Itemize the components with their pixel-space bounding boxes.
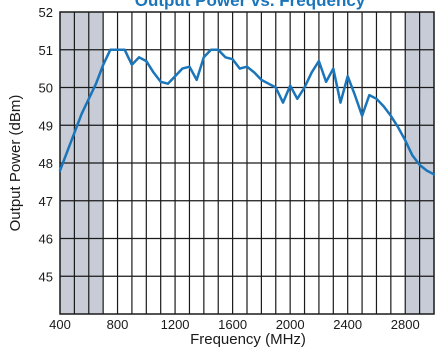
y-tick-label: 52: [39, 5, 53, 20]
x-tick-label: 400: [49, 317, 71, 332]
y-tick-label: 48: [39, 156, 53, 171]
chart-title: Output Power vs. Frequency: [135, 0, 366, 10]
y-tick-label: 50: [39, 81, 53, 96]
x-axis-label: Frequency (MHz): [190, 331, 306, 347]
x-tick-label: 1600: [218, 317, 247, 332]
x-tick-label: 2400: [333, 317, 362, 332]
x-tick-label: 1200: [161, 317, 190, 332]
y-tick-labels: 45 46 47 48 49 50 51 52: [39, 5, 53, 284]
y-tick-label: 51: [39, 43, 53, 58]
series-line-0: [58, 48, 435, 176]
x-tick-label: 2800: [391, 317, 420, 332]
x-tick-label: 800: [107, 317, 129, 332]
y-tick-label: 47: [39, 194, 53, 209]
y-tick-label: 46: [39, 232, 53, 247]
plot-frame: [59, 11, 435, 315]
y-axis-label: Output Power (dBm): [7, 95, 24, 232]
series-line-layer: [58, 48, 435, 176]
y-tick-label: 45: [39, 269, 53, 284]
y-tick-label: 49: [39, 118, 53, 133]
x-tick-label: 2000: [276, 317, 305, 332]
x-tick-labels: 400 800 1200 1600 2000 2400 2800: [49, 317, 420, 332]
grid-layer: [59, 11, 435, 315]
